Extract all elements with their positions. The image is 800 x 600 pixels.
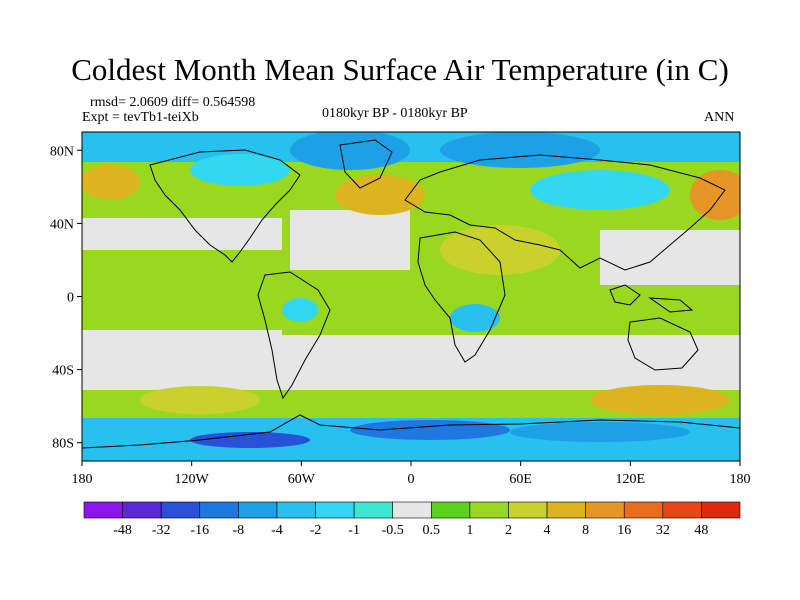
colorbar-swatch [83, 501, 123, 519]
colorbar-swatch [546, 501, 586, 519]
period-label: 0180kyr BP - 0180kyr BP [322, 106, 468, 121]
colorbar-swatch [623, 501, 664, 519]
season-label: ANN [704, 110, 735, 125]
colorbar-swatch [508, 501, 548, 519]
map-title: Coldest Month Mean Surface Air Temperatu… [71, 52, 729, 87]
lon-tick-label: 180 [730, 472, 751, 487]
colorbar-swatch [315, 501, 355, 519]
colorbar-label: 0.5 [423, 523, 441, 538]
colorbar-label: -4 [271, 523, 283, 538]
colorbar-label: -16 [190, 523, 209, 538]
colorbar: -48 -32 -16 -8 -4 -2 -1 -0.5 0.5 1 2 4 8 16 32 48 [83, 501, 741, 538]
lon-tick-label: 60W [288, 472, 316, 487]
lon-tick-label: 0 [408, 472, 415, 487]
colorbar-swatch [585, 501, 625, 519]
lat-tick-label: 0 [67, 291, 74, 306]
colorbar-label: 1 [466, 523, 473, 538]
colorbar-swatch [160, 501, 201, 519]
colorbar-label: 2 [505, 523, 512, 538]
colorbar-label: -0.5 [382, 523, 404, 538]
colorbar-swatch [238, 501, 278, 519]
colorbar-swatch [353, 501, 394, 519]
lon-tick-label: 180 [72, 472, 93, 487]
colorbar-label: -48 [113, 523, 132, 538]
rmsd-diff-stats: rmsd= 2.0609 diff= 0.564598 [90, 95, 256, 110]
temperature-anomaly-field [82, 132, 740, 461]
colorbar-swatch [276, 501, 316, 519]
colorbar-label: 32 [656, 523, 670, 538]
lat-tick-label: 40N [50, 217, 74, 232]
colorbar-label: -2 [310, 523, 322, 538]
lat-tick-label: 80N [50, 144, 74, 159]
lat-tick-label: 80S [52, 437, 74, 452]
longitude-axis: 180 120W 60W 0 60E 120E 180 [72, 461, 751, 487]
colorbar-label: -1 [348, 523, 360, 538]
coastlines [82, 139, 740, 449]
lon-tick-label: 120W [175, 472, 210, 487]
lon-tick-label: 120E [616, 472, 646, 487]
colorbar-swatch [199, 501, 239, 519]
colorbar-swatch [701, 501, 741, 519]
experiment-label: Expt = tevTb1-teiXb [82, 110, 199, 125]
colorbar-label: 48 [694, 523, 708, 538]
colorbar-label: -32 [152, 523, 171, 538]
colorbar-label: 8 [582, 523, 589, 538]
lon-tick-label: 60E [509, 472, 532, 487]
colorbar-swatch [392, 501, 432, 519]
colorbar-label: 4 [544, 523, 551, 538]
colorbar-swatch [122, 501, 162, 519]
colorbar-swatch [662, 501, 702, 519]
colorbar-label: -8 [233, 523, 245, 538]
colorbar-swatch [430, 501, 471, 519]
colorbar-label: 16 [617, 523, 631, 538]
lat-tick-label: 40S [52, 364, 74, 379]
colorbar-swatch [469, 501, 509, 519]
latitude-axis: 80N 40N 0 40S 80S [50, 144, 82, 452]
